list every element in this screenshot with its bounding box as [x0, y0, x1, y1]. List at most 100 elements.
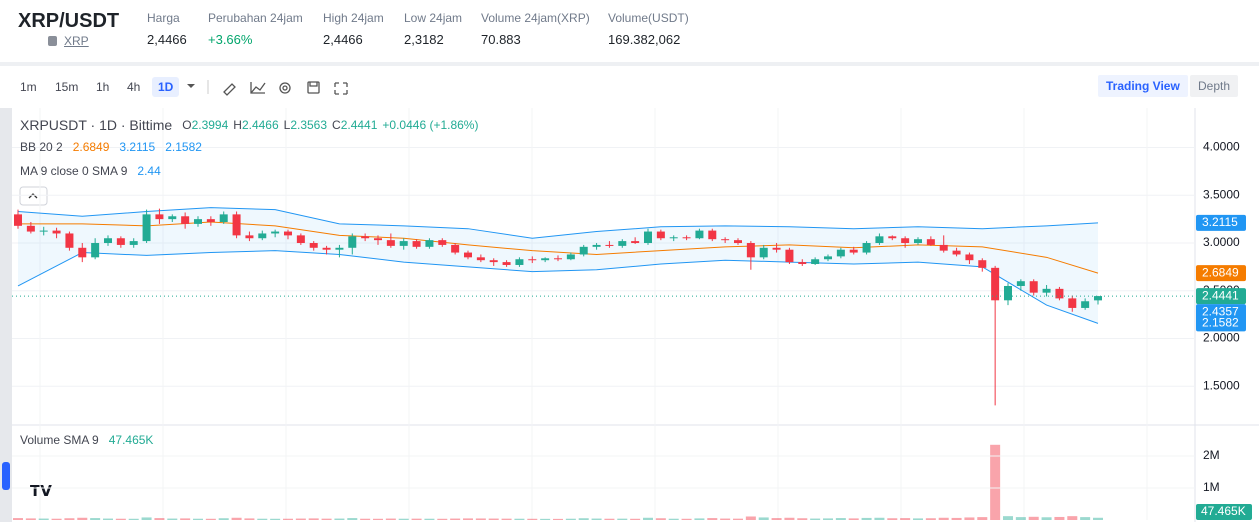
ohlc-label: O [182, 118, 191, 132]
candle-body [862, 243, 871, 253]
candle-body [245, 235, 254, 239]
volume-bar [77, 517, 88, 520]
volume-bar [874, 517, 885, 520]
volume-bar [90, 518, 101, 520]
side-toggle[interactable] [2, 462, 10, 490]
volume-bar [115, 518, 126, 520]
volume-bar [411, 518, 422, 520]
candle-body [798, 262, 807, 265]
volume-bar [437, 518, 448, 520]
volume-bar [1093, 517, 1103, 520]
candle-body [438, 240, 447, 245]
symbol: XRP/USDT [18, 10, 120, 32]
volume-bar [784, 517, 795, 520]
volume-bar [308, 518, 319, 520]
coin-link[interactable]: XRP [64, 34, 89, 48]
indicator-legend: BB 20 2 2.6849 3.2115 2.1582 [20, 140, 202, 154]
stat-label: High 24jam [323, 11, 384, 25]
candle-body [502, 262, 511, 265]
interval-button[interactable]: 1m [20, 80, 37, 94]
interval-button[interactable]: 1h [96, 80, 110, 94]
volume-bar [398, 518, 409, 520]
volume-bar [900, 518, 911, 520]
stat-label: Perubahan 24jam [208, 11, 303, 25]
volume-bar [848, 518, 859, 520]
candle-body [952, 250, 961, 255]
volume-bar [1003, 516, 1013, 520]
volume-bar [193, 518, 203, 520]
stat-label: Volume 24jam(XRP) [481, 11, 590, 25]
candle-body [721, 239, 730, 241]
candle-body [476, 257, 485, 261]
dropdown-caret[interactable] [187, 84, 195, 88]
stat-label: Volume(USDT) [608, 11, 689, 25]
volume-bar [977, 517, 988, 520]
ohlc-value: 2.3563 [290, 118, 327, 132]
candle-body [168, 216, 177, 220]
stat-label: Low 24jam [404, 11, 463, 25]
candle-body [155, 214, 164, 220]
volume-bar [810, 518, 821, 520]
volume-title: Volume SMA 9 [20, 433, 99, 447]
volume-bar [385, 518, 396, 520]
candle-body [939, 244, 948, 251]
band-fill [18, 207, 1098, 324]
candle-body [746, 243, 755, 258]
candle-body [734, 240, 742, 244]
candle-body [708, 230, 717, 240]
candle-body [888, 236, 897, 239]
volume-bar [643, 517, 653, 520]
collapse-button[interactable] [19, 186, 48, 206]
candle-body [579, 246, 588, 255]
volume-bar [578, 518, 589, 520]
view-button[interactable]: Trading View [1098, 75, 1188, 97]
volume-tick-label: 2M [1203, 448, 1220, 462]
view-button[interactable]: Depth [1190, 75, 1239, 97]
candle-body [1004, 285, 1012, 301]
chart-title: XRPUSDT · 1D · Bittime [20, 117, 172, 133]
volume-bar [13, 518, 23, 520]
price-tag [1196, 265, 1246, 282]
interval-button[interactable]: 15m [55, 80, 79, 94]
collapse-icon [28, 193, 38, 199]
volume-bar [540, 518, 551, 520]
candle-body [284, 231, 292, 236]
ohlc-value: 2.4466 [242, 118, 279, 132]
interval-button[interactable]: 1D [152, 77, 180, 97]
volume-bar [1028, 516, 1039, 520]
ohlc-label: L [284, 118, 291, 132]
candle-body [386, 240, 395, 246]
volume-bar [527, 518, 538, 520]
volume-bar [1067, 516, 1078, 520]
volume-bar [64, 518, 75, 520]
left-strip [0, 108, 12, 522]
candle-body [232, 214, 241, 236]
volume-bar [347, 518, 358, 520]
candle-body [528, 259, 537, 261]
candle-body [926, 239, 935, 245]
volume-bar [913, 518, 923, 520]
candle-body [785, 249, 794, 263]
volume-bar [218, 518, 229, 520]
volume-tag-label: 47.465K [1201, 504, 1246, 518]
volume-bar [128, 518, 139, 520]
candle-body [695, 230, 704, 239]
volume-bar [861, 517, 872, 520]
tool-icons[interactable] [223, 81, 348, 96]
indicator-value: 2.6849 [73, 140, 110, 154]
volume-tick-label: 1M [1203, 480, 1220, 494]
candle-body [1055, 288, 1064, 299]
interval-button[interactable]: 4h [127, 80, 141, 94]
volume-bar [887, 518, 898, 520]
candle-body [605, 244, 614, 246]
tv-logo: 𝗧𝗩 [30, 483, 52, 500]
volume-bar [38, 518, 49, 520]
candle-body [875, 236, 884, 244]
volume-bar [321, 518, 332, 520]
volume-bar [823, 518, 833, 520]
volume-bar [244, 518, 255, 520]
volume-bar [141, 517, 152, 520]
candle-body [592, 244, 601, 247]
candle-body [271, 231, 280, 234]
